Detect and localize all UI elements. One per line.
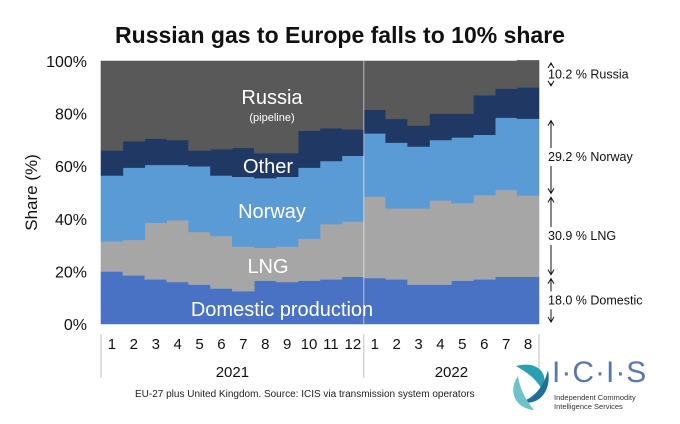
x-tick-label: 6 <box>217 336 225 353</box>
x-tick-label: 7 <box>239 336 247 353</box>
icis-swirl-icon <box>513 364 549 410</box>
x-tick-label: 3 <box>414 336 422 353</box>
y-axis-label: Share (%) <box>22 154 41 231</box>
annotation-label: 10.2 % Russia <box>548 67 629 81</box>
arrow-head-up <box>547 119 555 126</box>
x-tick-label: 2 <box>392 336 400 353</box>
x-tick-label: 4 <box>173 336 181 353</box>
series-label-lng: LNG <box>247 256 288 278</box>
chart-title: Russian gas to Europe falls to 10% share <box>115 22 565 48</box>
x-tick-label: 8 <box>261 336 269 353</box>
x-tick-label: 10 <box>301 336 318 353</box>
series-label-other: Other <box>243 156 293 178</box>
series-label-domestic-production: Domestic production <box>191 299 373 321</box>
arrow-head-up <box>547 196 555 203</box>
arrow-head-down <box>547 316 555 323</box>
arrow-head-up <box>547 277 555 284</box>
logo-subtitle-line1: Independent Commodity <box>554 393 636 402</box>
area-russia <box>100 60 540 154</box>
y-tick-label: 80% <box>55 107 87 124</box>
x-tick-label: 1 <box>371 336 379 353</box>
arrow-head-down <box>547 188 555 195</box>
x-tick-label: 3 <box>152 336 160 353</box>
source-footnote: EU-27 plus United Kingdom. Source: ICIS … <box>135 389 475 400</box>
annotation-label: 29.2 % Norway <box>548 150 634 164</box>
x-tick-label: 9 <box>283 336 291 353</box>
x-tick-label: 4 <box>436 336 444 353</box>
x-tick-label: 8 <box>524 336 532 353</box>
x-tick-label: 5 <box>195 336 203 353</box>
logo-wordmark: I·C·I·S <box>552 356 648 389</box>
chart-areas <box>100 60 540 325</box>
x-tick-label: 6 <box>480 336 488 353</box>
y-tick-label: 20% <box>55 264 87 281</box>
y-tick-label: 0% <box>64 317 87 334</box>
x-group-label: 2022 <box>435 364 468 381</box>
y-tick-label: 60% <box>55 159 87 176</box>
x-tick-label: 12 <box>345 336 362 353</box>
chart-annotations: 10.2 % Russia 29.2 % Norway 30.9 % LNG 18.0… <box>547 62 642 323</box>
arrow-head-up <box>547 62 555 69</box>
y-tick-label: 40% <box>55 212 87 229</box>
x-tick-label: 7 <box>502 336 510 353</box>
chart-labels: Domestic production LNG Norway Other Russia (… <box>191 87 373 321</box>
x-tick-label: 2 <box>130 336 138 353</box>
chart-axes: 0%20%40%60%80%100%Share (%)1 2 3 4 5 6 7 8 9 10 11… <box>22 54 540 381</box>
x-tick-label: 11 <box>323 336 339 353</box>
x-tick-label: 5 <box>458 336 466 353</box>
x-group-label: 2021 <box>216 364 249 381</box>
annotation-label: 18.0 % Domestic <box>548 293 642 307</box>
icis-logo: I·C·I·S Independent Commodity Intelligen… <box>508 356 668 418</box>
series-label-russia: Russia <box>241 87 303 109</box>
arrow-head-down <box>547 80 555 87</box>
y-tick-label: 100% <box>46 54 87 71</box>
logo-subtitle-line2: Intelligence Services <box>554 402 623 411</box>
series-sublabel: (pipeline) <box>249 112 294 124</box>
x-tick-label: 1 <box>108 336 116 353</box>
series-label-norway: Norway <box>238 201 306 223</box>
annotation-label: 30.9 % LNG <box>548 229 616 243</box>
arrow-head-down <box>547 269 555 276</box>
